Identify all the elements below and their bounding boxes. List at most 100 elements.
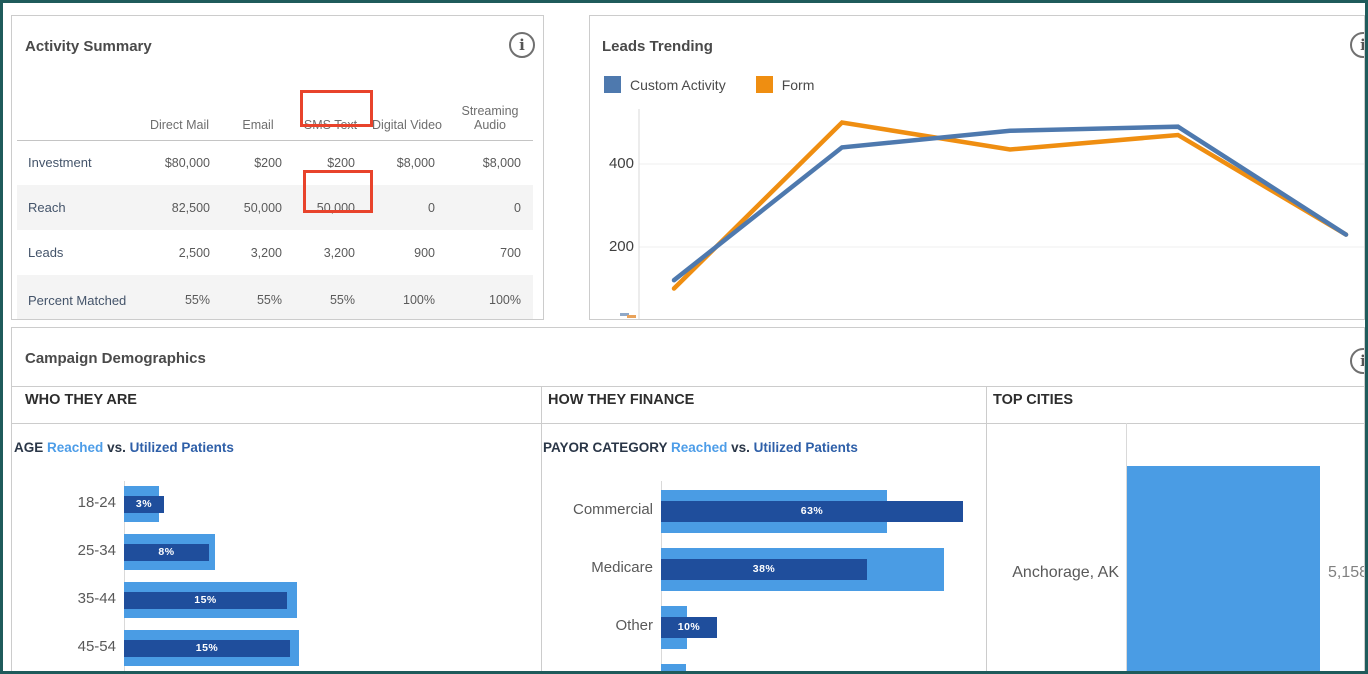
section-divider xyxy=(541,386,542,673)
leads-trending-legend: Custom Activity Form xyxy=(604,76,814,93)
table-cell: 2,500 xyxy=(178,245,210,260)
info-icon[interactable]: i xyxy=(1350,348,1364,374)
section-header-how-they-finance: HOW THEY FINANCE xyxy=(548,392,695,408)
reach-sms-value-highlight-box xyxy=(303,170,373,213)
table-cell: 55% xyxy=(329,293,355,307)
bar-value-label: 63% xyxy=(800,505,824,517)
section-header-who-they-are: WHO THEY ARE xyxy=(25,392,137,408)
table-cell: 900 xyxy=(414,245,435,260)
activity-summary-table: Direct Mail Email SMS Text Digital Video… xyxy=(17,76,533,319)
top-cities-category-label: Anchorage, AK xyxy=(1012,564,1119,581)
legend-label: Form xyxy=(781,76,815,93)
corner-cell xyxy=(17,76,137,141)
table-cell: $8,000 xyxy=(482,155,521,170)
table-cell: 700 xyxy=(500,245,521,260)
bar-value-label: 15% xyxy=(195,642,219,654)
section-header-divider xyxy=(12,423,1364,424)
table-row: Reach 82,500 50,000 50,000 0 0 xyxy=(17,185,533,230)
activity-summary-panel: Activity Summary i Direct Mail Email SMS… xyxy=(11,15,544,320)
activity-summary-title: Activity Summary xyxy=(25,38,152,55)
subtitle-vs: vs. xyxy=(731,440,750,455)
legend-label: Custom Activity xyxy=(630,76,726,93)
bar-category-label: 35-44 xyxy=(77,590,116,607)
table-row: Leads 2,500 3,200 3,200 900 700 xyxy=(17,230,533,275)
bar-category-label: Medicare xyxy=(591,559,653,576)
age-chart-subtitle: AGE Reached vs. Utilized Patients xyxy=(14,440,234,455)
utilized-bar: 63% xyxy=(661,500,963,522)
table-header-row: Direct Mail Email SMS Text Digital Video… xyxy=(17,76,533,141)
row-label: Investment xyxy=(28,155,92,171)
top-cities-value-label: 5,158 xyxy=(1328,564,1365,581)
subtitle-prefix: AGE xyxy=(14,440,44,455)
age-chart-axis xyxy=(124,481,125,673)
utilized-bar: 15% xyxy=(124,639,290,657)
top-cities-bar xyxy=(1127,466,1320,673)
table-cell: $200 xyxy=(254,155,282,170)
form-swatch xyxy=(755,76,773,93)
line-series-form xyxy=(671,120,1349,291)
legend-item-form: Form xyxy=(755,76,815,93)
activity-table-body: Investment $80,000 $200 $200 $8,000 $8,000 Rea… xyxy=(17,140,533,319)
table-cell: 3,200 xyxy=(250,245,282,260)
bar-category-label: Commercial xyxy=(572,501,653,518)
table-cell: 3,200 xyxy=(323,245,355,260)
table-cell: 0 xyxy=(428,200,435,215)
utilized-bar: 3% xyxy=(124,495,164,513)
row-label: Leads xyxy=(28,245,64,260)
bar-value-label: 10% xyxy=(677,621,701,633)
leads-trending-chart xyxy=(620,109,1364,319)
subtitle-utilized: Utilized Patients xyxy=(753,440,858,455)
table-cell: $80,000 xyxy=(164,155,210,170)
utilized-bar: 38% xyxy=(661,558,867,580)
clipped-axis-mark xyxy=(627,315,636,318)
utilized-bar: 8% xyxy=(124,543,209,561)
table-row: Investment $80,000 $200 $200 $8,000 $8,000 xyxy=(17,140,533,185)
table-cell: 100% xyxy=(489,293,521,307)
table-row: Percent Matched 55% 55% 55% 100% 100% xyxy=(17,275,533,319)
utilized-bar: 10% xyxy=(661,616,717,638)
leads-trending-panel: Leads Trending i Custom Activity Form 40… xyxy=(589,15,1365,320)
column-header-streaming-audio: Streaming Audio xyxy=(447,76,533,141)
custom-activity-swatch xyxy=(604,76,621,93)
row-label: Percent Matched xyxy=(28,292,127,308)
section-header-top-cities: TOP CITIES xyxy=(993,392,1074,408)
info-icon[interactable]: i xyxy=(1350,32,1364,58)
y-axis-tick-200: 200 xyxy=(608,238,634,255)
bar-value-label: 38% xyxy=(752,563,776,575)
bar-category-label: 25-34 xyxy=(77,542,116,559)
line-series-custom-activity xyxy=(671,124,1349,283)
subtitle-reached: Reached xyxy=(671,440,728,455)
table-cell: 55% xyxy=(184,293,210,307)
bar-category-label: 45-54 xyxy=(77,638,116,655)
table-cell: 50,000 xyxy=(243,200,282,215)
clipped-axis-mark xyxy=(620,313,629,316)
sms-text-header-highlight-box xyxy=(300,90,373,127)
bar-category-label: 18-24 xyxy=(77,494,116,511)
bar-value-label: 3% xyxy=(135,498,153,510)
campaign-demographics-panel: Campaign Demographics i WHO THEY ARE HOW… xyxy=(11,327,1365,674)
reached-bar xyxy=(661,663,686,673)
section-divider xyxy=(986,386,987,673)
info-icon[interactable]: i xyxy=(509,32,535,58)
line-series-group xyxy=(671,120,1349,291)
column-header-sms-text: SMS Text xyxy=(294,76,367,141)
bar-category-label: Other xyxy=(615,617,653,634)
y-axis-tick-400: 400 xyxy=(608,155,634,172)
subtitle-vs: vs. xyxy=(107,440,126,455)
column-header-email: Email xyxy=(222,76,294,141)
bar-value-label: 8% xyxy=(158,546,175,558)
campaign-demographics-title: Campaign Demographics xyxy=(25,350,206,367)
table-cell: 82,500 xyxy=(171,200,210,215)
table-cell: $8,000 xyxy=(396,155,435,170)
table-cell: $200 xyxy=(327,155,355,170)
column-header-direct-mail: Direct Mail xyxy=(137,76,222,141)
top-cities-axis xyxy=(1126,423,1127,673)
leads-trending-title: Leads Trending xyxy=(602,38,713,55)
payor-bar-chart: Commercial 63% Medicare 38% Other 10% xyxy=(542,481,986,673)
table-cell: 0 xyxy=(514,200,521,215)
legend-item-custom-activity: Custom Activity xyxy=(604,76,726,93)
table-cell: 100% xyxy=(403,293,435,307)
subtitle-prefix: PAYOR CATEGORY xyxy=(543,440,668,455)
table-cell: 55% xyxy=(256,293,282,307)
subtitle-reached: Reached xyxy=(47,440,104,455)
